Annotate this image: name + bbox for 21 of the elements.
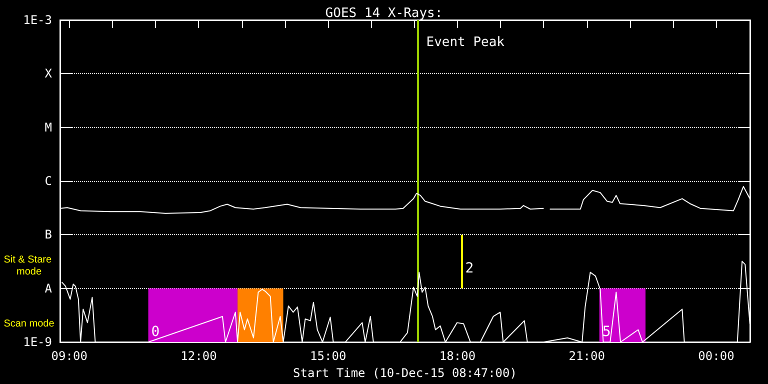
chart-title: GOES 14 X-Rays: bbox=[325, 6, 443, 21]
y-tick-label: 1E-3 bbox=[23, 13, 52, 27]
x-axis-title: Start Time (10-Dec-15 08:47:00) bbox=[293, 366, 517, 380]
x-tick-label: 12:00 bbox=[180, 349, 217, 364]
y-tick-label: C bbox=[44, 174, 52, 188]
y-tick-label: A bbox=[44, 281, 53, 296]
x-tick-label: 21:00 bbox=[568, 349, 605, 364]
band-label: 5 bbox=[602, 324, 611, 340]
annotation: 2 bbox=[465, 260, 474, 276]
text: Sit & Stare mode bbox=[4, 254, 54, 278]
ref-line-label: Event Peak bbox=[426, 35, 505, 50]
x-tick-label: 15:00 bbox=[310, 349, 346, 364]
x-tick-label: 00:00 bbox=[698, 349, 734, 364]
band-label: 0 bbox=[151, 324, 160, 340]
text: Scan mode bbox=[4, 318, 55, 330]
y-tick-label: B bbox=[44, 228, 52, 242]
x-tick-label: 18:00 bbox=[439, 349, 476, 364]
y-tick-label: 1E-9 bbox=[23, 335, 52, 350]
y-tick-label: X bbox=[44, 66, 53, 81]
y-tick-label: M bbox=[44, 120, 52, 134]
x-tick-label: 09:00 bbox=[51, 349, 88, 364]
